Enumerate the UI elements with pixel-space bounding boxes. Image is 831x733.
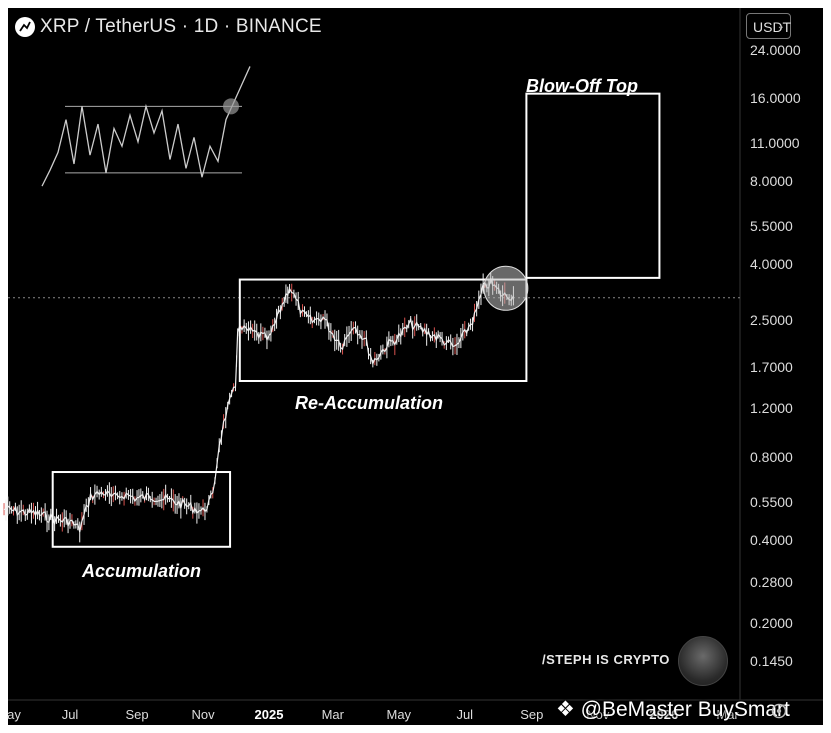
settings-icon[interactable] — [770, 702, 788, 720]
time-tick-label: Sep — [520, 707, 544, 722]
price-tick-label: 0.1450 — [750, 653, 793, 669]
annotation-re-accumulation: Re-Accumulation — [295, 393, 444, 413]
inset-price-line — [41, 66, 251, 187]
box-accumulation — [51, 471, 232, 548]
time-tick-label: 2026 — [649, 707, 679, 722]
author-credit: /STEPH IS CRYPTO — [542, 652, 670, 667]
currency-dropdown[interactable]: USDT ⌄ — [746, 13, 791, 39]
price-tick-label: 4.0000 — [750, 256, 793, 273]
avatar — [678, 636, 728, 686]
tradingview-logo-icon[interactable] — [14, 16, 36, 38]
symbol-title[interactable]: XRP / TetherUS · 1D · BINANCE — [40, 16, 322, 37]
time-tick-label: Jul — [61, 707, 79, 722]
breakout-highlight-circle — [483, 265, 529, 311]
price-tick-label: 24.0000 — [750, 42, 801, 58]
chart-frame — [8, 8, 823, 725]
price-tick-label: 16.0000 — [750, 90, 801, 107]
time-tick-label: Nov — [586, 707, 610, 722]
price-tick-label: 2.5000 — [750, 312, 793, 329]
inset-highlight-circle — [223, 98, 239, 115]
price-series-line — [3, 278, 514, 533]
watermark: ❖ @BeMaster BuySmart — [556, 697, 790, 722]
price-tick-label: 0.2000 — [750, 614, 793, 631]
time-tick-label: Sep — [125, 707, 149, 722]
price-tick-label: 0.2800 — [750, 574, 793, 591]
currency-label: USDT — [753, 19, 792, 35]
time-tick-label: May — [386, 707, 412, 722]
box-blow-off-top — [525, 92, 661, 279]
binance-logo-icon: ❖ — [556, 698, 575, 721]
annotation-blow-off-top: Blow-Off Top — [526, 76, 638, 96]
price-tick-label: 0.4000 — [750, 531, 793, 548]
price-tick-label: 11.0000 — [750, 135, 800, 152]
price-tick-label: 1.7000 — [750, 358, 793, 375]
time-tick-label: Jul — [456, 707, 474, 722]
price-tick-label: 1.2000 — [750, 400, 793, 417]
time-tick-label: Mar — [321, 707, 344, 722]
annotation-accumulation: Accumulation — [82, 561, 202, 581]
watermark-text: @BeMaster BuySmart — [580, 698, 790, 721]
time-tick-label: Mar — [716, 707, 739, 722]
chevron-down-icon: ⌄ — [776, 21, 785, 32]
price-tick-label: 8.0000 — [750, 173, 793, 190]
price-tick-label: 0.5500 — [750, 493, 793, 510]
time-tick-label: ay — [7, 707, 21, 722]
box-re-accumulation — [238, 278, 528, 382]
price-tick-label: 5.5000 — [750, 218, 793, 235]
time-tick-label: Nov — [191, 707, 215, 722]
time-tick-label: 2025 — [254, 707, 284, 722]
price-tick-label: 0.8000 — [750, 448, 793, 465]
